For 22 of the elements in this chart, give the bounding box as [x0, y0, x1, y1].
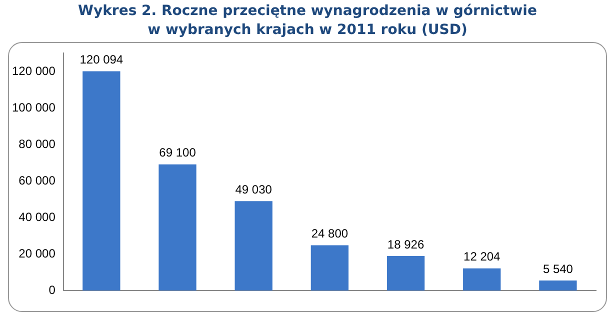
- bar: [386, 256, 425, 291]
- data-label: 69 100: [159, 146, 196, 160]
- data-label: 24 800: [311, 226, 348, 241]
- bar: [158, 164, 196, 291]
- data-label: 120 094: [80, 52, 124, 67]
- y-tick-label: 100 000: [12, 100, 56, 114]
- y-tick-label: 60 000: [18, 173, 56, 188]
- data-label: 12 204: [464, 250, 501, 264]
- chart-title: Wykres 2. Roczne przeciętne wynagrodzenia w górnictwie w wybranych krajach w 2011 roku (USD): [77, 2, 538, 40]
- y-tick-label: 120 000: [12, 64, 56, 78]
- y-tick-label: 20 000: [18, 246, 56, 260]
- bar: [463, 268, 501, 291]
- bar: [82, 71, 120, 291]
- data-label: 49 030: [235, 182, 272, 196]
- y-tick-label: 0: [48, 282, 56, 297]
- y-tick-label: 80 000: [18, 136, 56, 151]
- bar: [234, 201, 272, 291]
- data-label: 18 926: [387, 237, 424, 252]
- bar: [539, 280, 577, 291]
- y-tick-label: 40 000: [18, 210, 56, 224]
- bar: [310, 245, 349, 291]
- data-label: 5 540: [542, 262, 574, 276]
